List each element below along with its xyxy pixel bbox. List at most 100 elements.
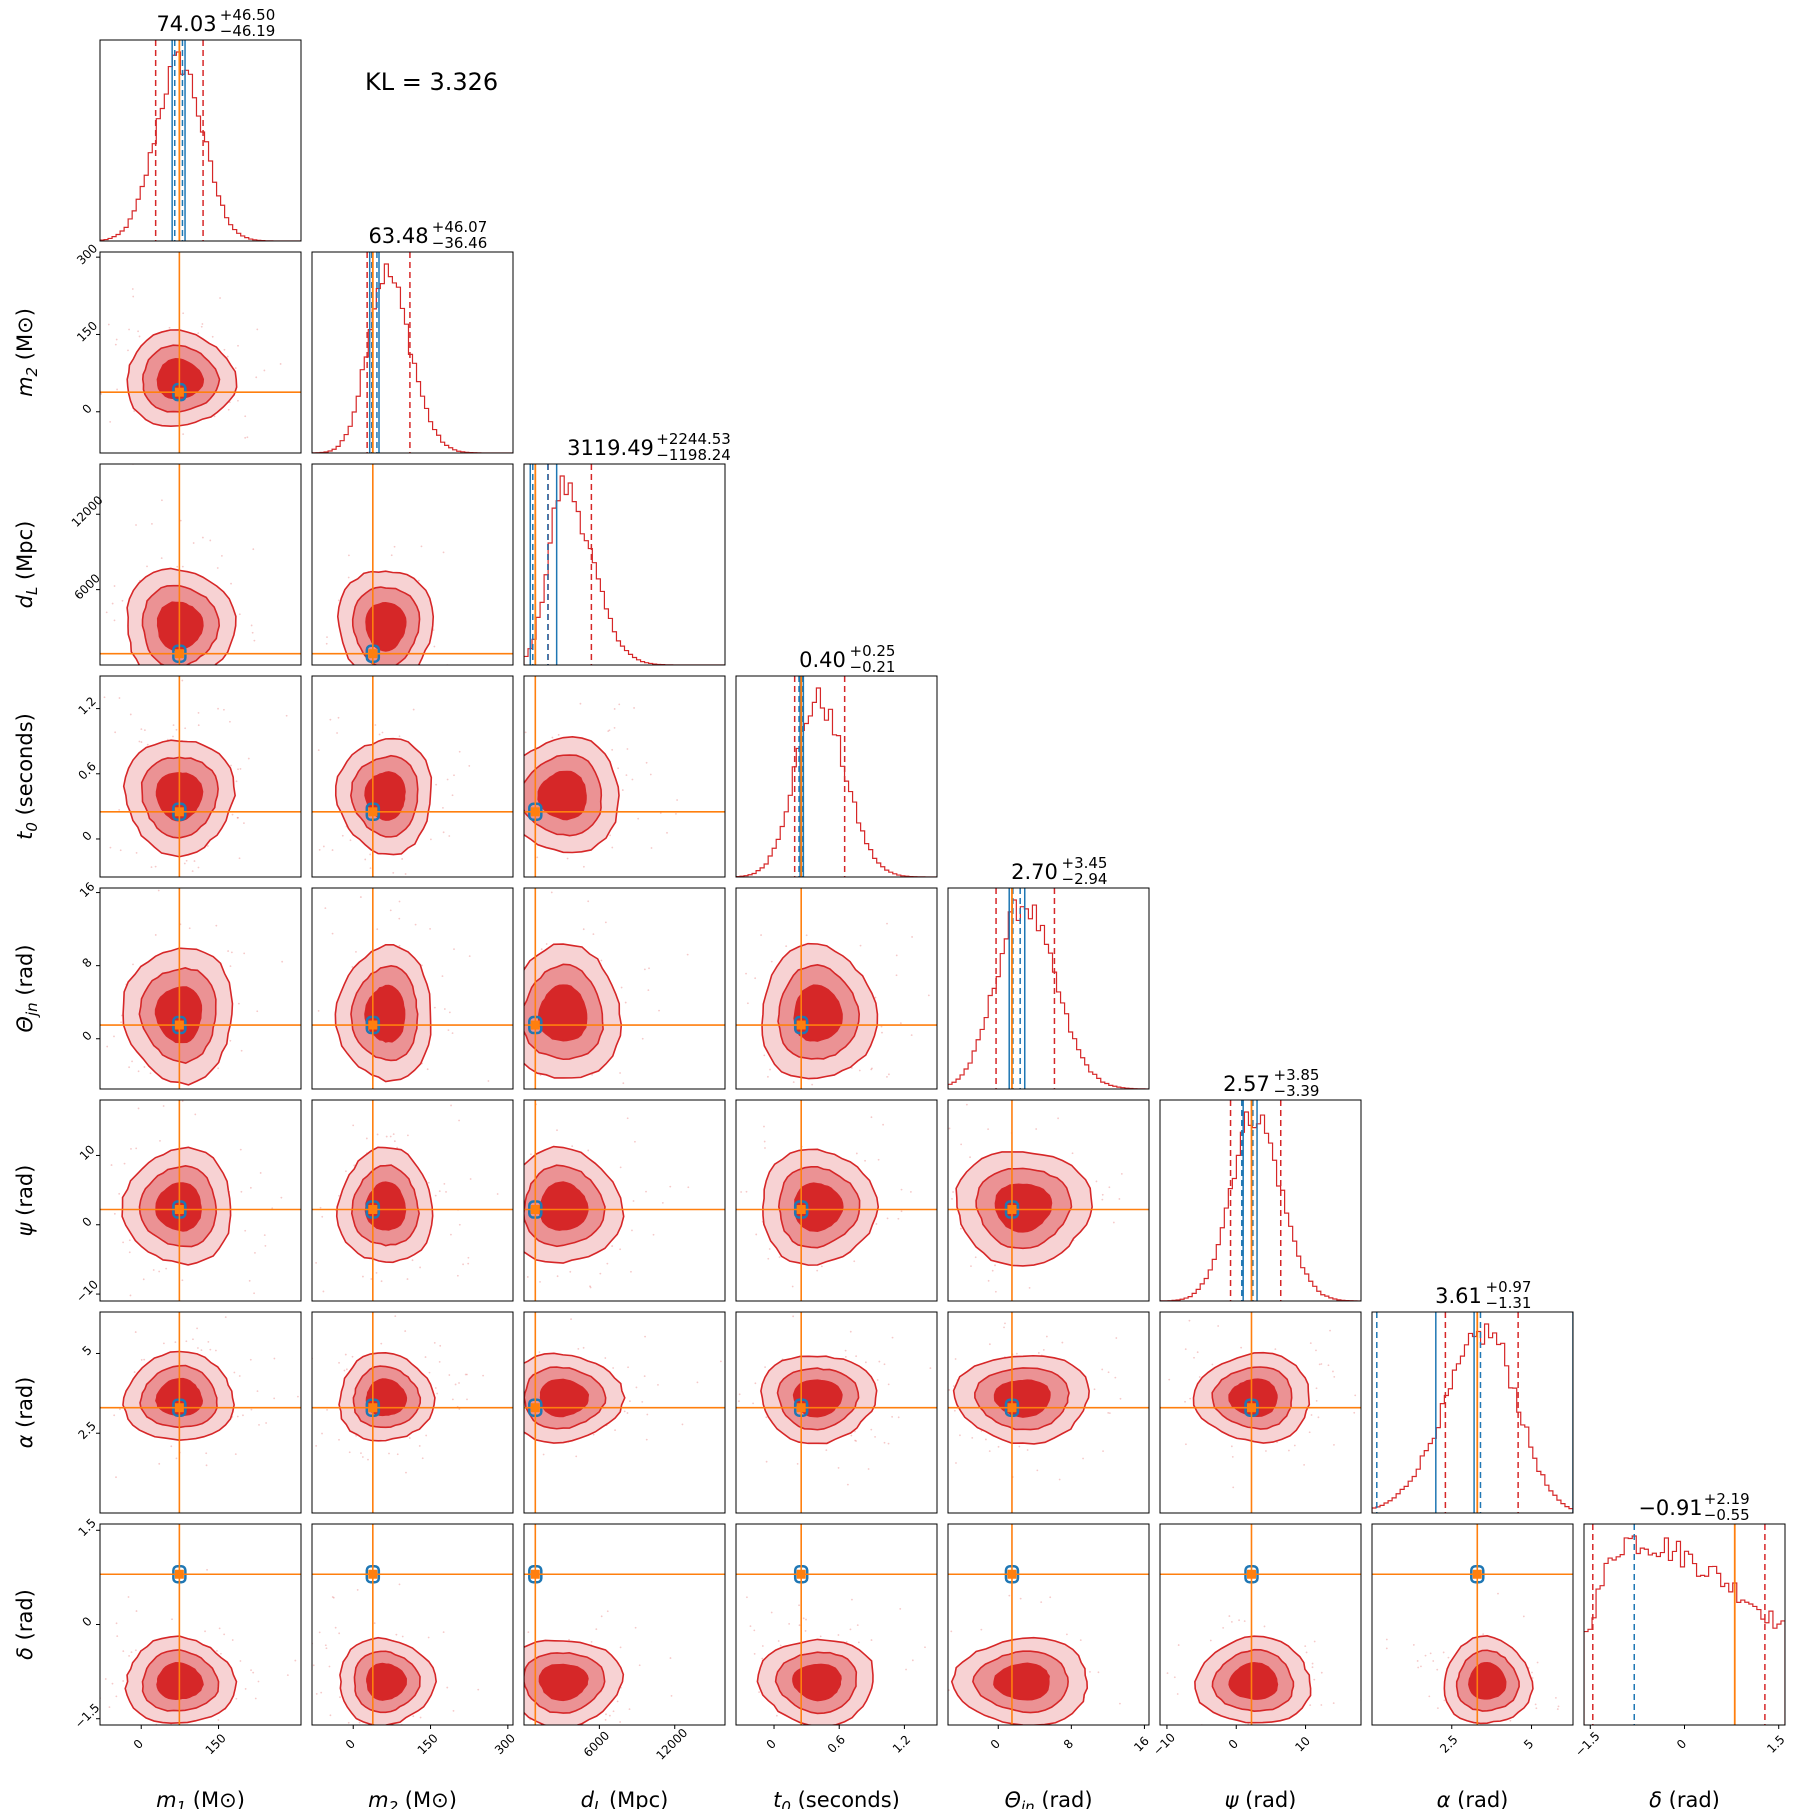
scatter-point — [194, 666, 196, 668]
scatter-point — [448, 835, 451, 837]
histogram-steps-psi — [1160, 1111, 1361, 1301]
scatter-point — [1368, 1354, 1370, 1356]
scatter-point — [401, 1635, 404, 1638]
scatter-point — [145, 1738, 147, 1740]
scatter-point — [242, 1414, 244, 1417]
scatter-point — [371, 1775, 373, 1777]
scatter-point — [332, 1596, 335, 1599]
scatter-point — [495, 844, 497, 846]
contour-level-3 — [993, 1662, 1050, 1701]
scatter-point — [763, 1140, 766, 1143]
scatter-point — [826, 1090, 828, 1092]
scatter-point — [122, 1680, 125, 1682]
histogram-steps-delta — [1584, 1535, 1785, 1725]
panel-delta-vs-m2 — [306, 1524, 513, 1777]
scatter-point — [1442, 1651, 1445, 1654]
scatter-point — [429, 838, 432, 841]
panel-alpha-vs-t0 — [736, 1312, 937, 1513]
scatter-point — [1035, 1128, 1038, 1130]
scatter-point — [237, 1002, 240, 1005]
truth-marker — [174, 387, 184, 397]
scatter-point — [149, 717, 151, 719]
scatter-point — [140, 901, 142, 903]
y-axis-label-delta: δ (rad) — [13, 1589, 37, 1660]
scatter-point — [303, 612, 305, 614]
scatter-point — [870, 1428, 873, 1431]
scatter-point — [376, 726, 378, 728]
scatter-point — [1112, 1221, 1115, 1224]
scatter-point — [238, 1375, 241, 1377]
scatter-point — [157, 1744, 159, 1746]
scatter-point — [1177, 1644, 1180, 1646]
truth-marker — [174, 807, 184, 817]
panel-frame-m2 — [311, 251, 514, 454]
scatter-point — [120, 1021, 122, 1024]
x-tick-label-psi: −10 — [1150, 1730, 1178, 1758]
scatter-point — [131, 288, 134, 290]
scatter-point — [453, 948, 455, 951]
scatter-point — [348, 554, 350, 557]
scatter-point — [1217, 1325, 1220, 1327]
scatter-point — [619, 1248, 622, 1251]
scatter-point — [792, 1093, 794, 1095]
scatter-point — [543, 1799, 545, 1801]
scatter-point — [458, 1382, 460, 1384]
scatter-point — [878, 1360, 881, 1363]
scatter-point — [197, 1347, 199, 1349]
scatter-point — [439, 1282, 441, 1284]
scatter-point — [334, 1626, 337, 1629]
scatter-point — [582, 865, 585, 868]
scatter-point — [325, 1647, 328, 1650]
scatter-point — [146, 565, 148, 568]
scatter-point — [1436, 1668, 1439, 1671]
scatter-point — [606, 1262, 609, 1265]
scatter-point — [253, 639, 256, 642]
scatter-point — [127, 349, 129, 352]
y-tick-label-t0: 0.6 — [75, 759, 98, 782]
scatter-point — [850, 1434, 853, 1437]
scatter-point — [928, 1379, 930, 1381]
scatter-point — [629, 1400, 631, 1403]
scatter-point — [626, 1117, 629, 1120]
histogram-delta — [1584, 1524, 1785, 1725]
scatter-point — [315, 1444, 318, 1447]
scatter-point — [1222, 1626, 1225, 1629]
panel-t0-vs-dL — [495, 676, 725, 877]
scatter-point — [362, 1275, 364, 1278]
x-axis-label-alpha: α (rad) — [1437, 1788, 1509, 1809]
scatter-point — [306, 1337, 308, 1339]
scatter-point — [1266, 1725, 1268, 1727]
scatter-point — [78, 785, 80, 787]
scatter-point — [1333, 1375, 1336, 1378]
truth-marker — [174, 1403, 184, 1413]
scatter-point — [389, 909, 392, 912]
scatter-point — [764, 1366, 766, 1369]
scatter-point — [1119, 1702, 1121, 1705]
scatter-point — [336, 732, 338, 734]
scatter-point — [306, 1672, 308, 1674]
panel-theta-vs-m2 — [312, 888, 513, 1089]
scatter-point — [870, 1639, 873, 1641]
scatter-point — [874, 1435, 876, 1438]
scatter-point — [433, 1342, 436, 1344]
summary-title-alpha: 3.61 — [1435, 1284, 1482, 1308]
scatter-point — [252, 548, 255, 551]
scatter-point — [575, 1455, 578, 1458]
panel-frame — [99, 463, 302, 666]
scatter-point — [414, 923, 417, 926]
scatter-point — [468, 955, 471, 958]
truth-marker — [174, 1569, 184, 1579]
scatter-point — [325, 642, 328, 645]
scatter-point — [620, 986, 623, 989]
scatter-point — [445, 1293, 447, 1295]
scatter-point — [940, 1666, 942, 1668]
truth-marker — [1472, 1569, 1482, 1579]
scatter-point — [230, 951, 233, 954]
truth-marker — [530, 1205, 540, 1215]
scatter-point — [1188, 1319, 1191, 1322]
scatter-point — [946, 973, 948, 975]
scatter-point — [510, 1677, 512, 1679]
scatter-point — [189, 666, 191, 668]
scatter-point — [1526, 1760, 1528, 1762]
scatter-point — [348, 1451, 351, 1454]
